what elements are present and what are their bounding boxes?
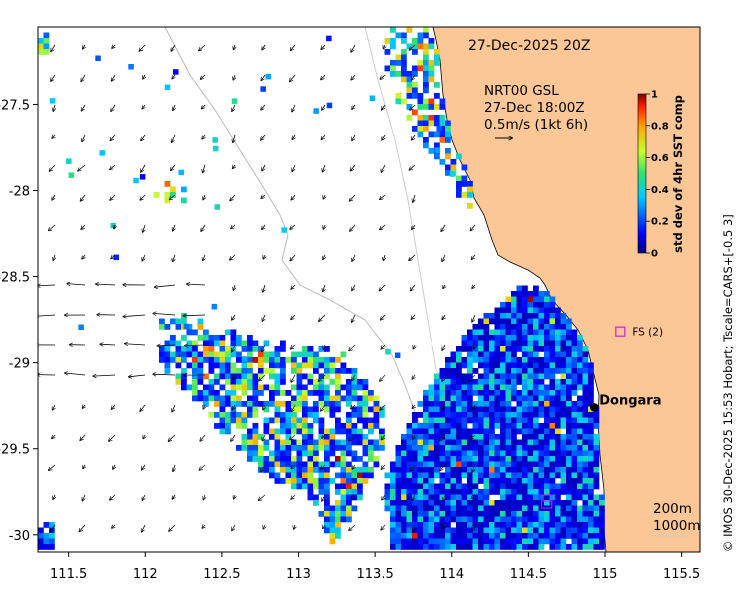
y-tick-label: -29.5	[0, 443, 30, 458]
y-tick-label: -28	[9, 185, 30, 200]
y-axis: -27.5 -28 -28.5 -29 -29.5 -30	[0, 98, 38, 544]
x-tick-label: 115	[593, 567, 618, 582]
x-tick-label: 114.5	[510, 567, 547, 582]
x-tick-label: 113	[286, 567, 311, 582]
colorbar-label: std dev of 4hr SST comp	[671, 95, 685, 253]
colorbar-tick-label: 0.8	[651, 121, 669, 132]
current-vectors	[38, 45, 475, 532]
sst-data-pixels	[38, 27, 605, 550]
station-label: FS (2)	[632, 327, 663, 339]
y-tick-label: -28.5	[0, 271, 30, 286]
current-time-label: 27-Dec 18:00Z	[484, 100, 585, 116]
depth-legend-200m: 200m	[653, 501, 692, 517]
colorbar-ticks: 0 0.2 0.4 0.6 0.8 1	[646, 90, 669, 260]
colorbar	[637, 93, 647, 254]
x-tick-label: 115.5	[663, 567, 700, 582]
town-marker	[589, 403, 599, 412]
colorbar-tick-label: 0.2	[651, 217, 669, 228]
current-scale-label: 0.5m/s (1kt 6h)	[484, 117, 588, 133]
x-tick-label: 111.5	[50, 567, 87, 582]
x-tick-label: 114	[439, 567, 464, 582]
x-axis: 111.5 112 112.5 113 113.5 114 114.5 115 115.5	[50, 552, 700, 582]
land-mask	[433, 27, 700, 552]
depth-legend-1000m: 1000m	[653, 518, 701, 534]
x-tick-label: 113.5	[357, 567, 394, 582]
plot-frame	[37, 26, 701, 553]
y-tick-label: -27.5	[0, 98, 30, 113]
x-tick-label: 112.5	[203, 567, 240, 582]
town-label: Dongara	[599, 393, 661, 408]
colorbar-tick-label: 0	[651, 249, 658, 260]
y-tick-label: -29	[9, 357, 30, 372]
credit-text: © IMOS 30-Dec-2025 15:53 Hobart; Tscale=…	[721, 214, 735, 552]
current-source-label: NRT00 GSL	[484, 83, 559, 99]
colorbar-tick-label: 1	[651, 90, 658, 101]
station-marker-2	[541, 494, 553, 509]
x-tick-label: 112	[133, 567, 158, 582]
timestamp-label: 27-Dec-2025 20Z	[468, 38, 591, 54]
station-marker	[615, 326, 626, 337]
y-tick-label: -30	[9, 529, 30, 544]
colorbar-tick-label: 0.4	[651, 185, 669, 196]
colorbar-tick-label: 0.6	[651, 153, 669, 164]
